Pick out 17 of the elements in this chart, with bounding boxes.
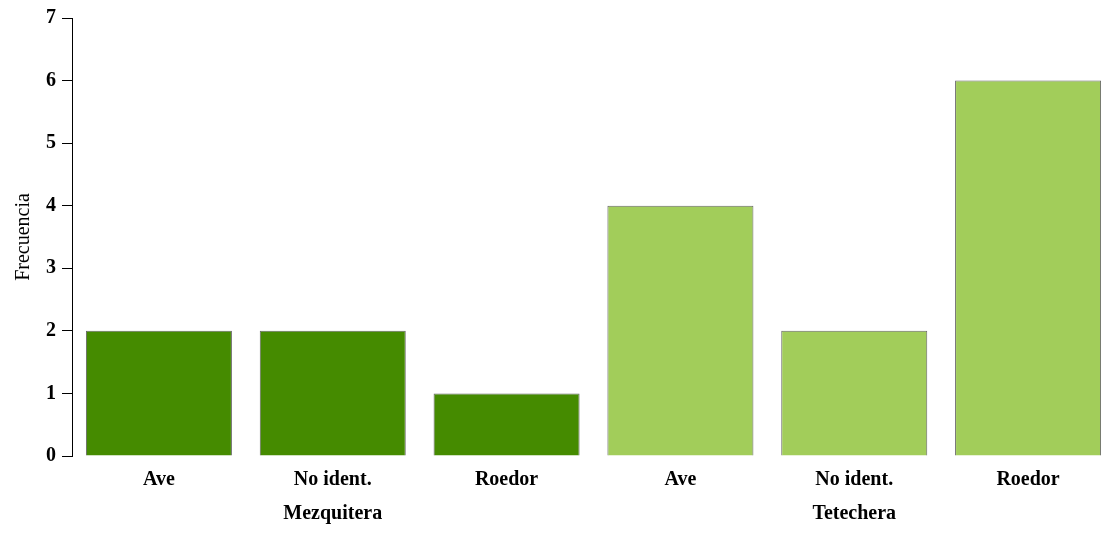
x-tick-label: No ident. [815, 467, 894, 490]
text: Tetechera [812, 501, 897, 524]
y-tick-label: 0 [46, 443, 56, 466]
x-tick-label: Roedor [996, 467, 1060, 490]
y-tick-label: 3 [46, 255, 56, 278]
y-tick-label: 4 [46, 192, 56, 215]
y-tick-label: 6 [46, 67, 56, 90]
text: Mezquitera [283, 501, 383, 525]
x-tick-label: Ave [664, 467, 697, 490]
y-tick-label: 7 [46, 5, 56, 28]
y-axis-title: Frecuencia [11, 193, 34, 281]
x-tick-label: Ave [142, 467, 175, 490]
x-tick-label: No ident. [293, 467, 372, 490]
x-tick-label: Roedor [474, 467, 539, 490]
y-tick-label: 5 [46, 130, 56, 153]
y-tick-label: 2 [46, 318, 56, 341]
y-tick-label: 1 [46, 380, 56, 403]
